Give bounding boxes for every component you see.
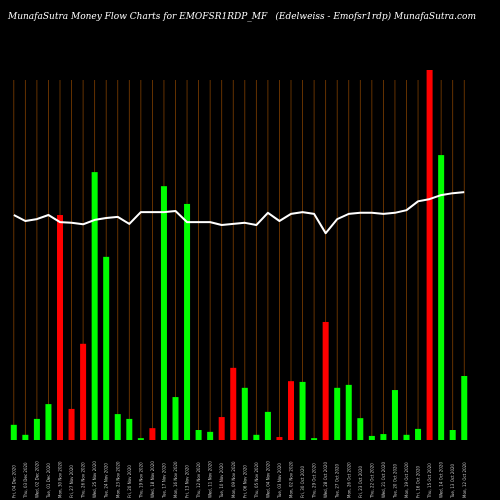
x-tick-label: Tue, 13 Oct 2020 bbox=[450, 463, 455, 499]
x-tick-label: Wed, 18 Nov 2020 bbox=[150, 461, 155, 498]
money-flow-bar bbox=[195, 430, 202, 440]
money-flow-bar bbox=[415, 428, 422, 440]
x-tick-label: Fri, 23 Oct 2020 bbox=[358, 466, 363, 498]
x-tick-label: Fri, 20 Nov 2020 bbox=[127, 465, 132, 498]
money-flow-bar bbox=[114, 414, 121, 440]
x-tick-label: Thu, 05 Nov 2020 bbox=[254, 462, 259, 499]
x-tick-label: Fri, 04 Dec 2020 bbox=[11, 465, 16, 498]
money-flow-bar bbox=[403, 434, 410, 440]
money-flow-bar bbox=[426, 70, 433, 440]
money-flow-bar bbox=[230, 367, 237, 440]
money-flow-bar bbox=[311, 438, 318, 440]
x-tick-label: Fri, 27 Nov 2020 bbox=[69, 465, 74, 498]
money-flow-bar bbox=[345, 384, 352, 440]
money-flow-bar bbox=[172, 397, 179, 440]
x-tick-label: Thu, 22 Oct 2020 bbox=[369, 463, 374, 499]
money-flow-bar bbox=[218, 417, 225, 440]
money-flow-bar bbox=[149, 428, 156, 440]
x-tick-label: Wed, 28 Oct 2020 bbox=[323, 462, 328, 498]
chart-subtitle: (Edelweiss - Emofsr1rdp) MunafaSutra.com bbox=[275, 12, 476, 22]
money-flow-bar bbox=[103, 256, 110, 440]
x-tick-label: Mon, 16 Nov 2020 bbox=[173, 461, 178, 498]
x-tick-label: Thu, 26 Nov 2020 bbox=[81, 462, 86, 499]
money-flow-bar bbox=[57, 215, 63, 440]
x-tick-label: Tue, 17 Nov 2020 bbox=[161, 463, 166, 499]
x-tick-label: Thu, 29 Oct 2020 bbox=[312, 463, 317, 499]
x-tick-label: Tue, 10 Nov 2020 bbox=[219, 463, 224, 499]
money-flow-bar bbox=[288, 381, 294, 440]
x-tick-label: Fri, 13 Nov 2020 bbox=[185, 465, 190, 498]
x-tick-label: Mon, 23 Nov 2020 bbox=[115, 461, 120, 498]
money-flow-bar bbox=[334, 387, 341, 440]
x-tick-label: Wed, 14 Oct 2020 bbox=[439, 462, 444, 498]
money-flow-bar bbox=[299, 381, 306, 440]
money-flow-bar bbox=[68, 408, 75, 440]
x-tick-label: Mon, 12 Oct 2020 bbox=[462, 462, 467, 498]
money-flow-bar bbox=[160, 186, 167, 440]
x-tick-label: Thu, 03 Dec 2020 bbox=[23, 462, 28, 499]
money-flow-bar bbox=[184, 203, 191, 440]
money-flow-bar bbox=[10, 424, 17, 440]
x-tick-label: Thu, 15 Oct 2020 bbox=[427, 463, 432, 499]
money-flow-bar bbox=[22, 434, 29, 440]
bars bbox=[10, 70, 468, 440]
x-tick-labels: Fri, 04 Dec 2020 Thu, 03 Dec 2020 Wed, 02 … bbox=[11, 461, 466, 499]
money-flow-bar bbox=[461, 375, 468, 440]
x-tick-label: Fri, 30 Oct 2020 bbox=[300, 466, 305, 498]
money-flow-bar bbox=[438, 155, 445, 440]
x-tick-label: Tue, 20 Oct 2020 bbox=[392, 463, 397, 499]
money-flow-line-layer bbox=[13, 191, 465, 235]
money-flow-bar bbox=[241, 387, 248, 440]
x-tick-label: Thu, 19 Nov 2020 bbox=[138, 462, 143, 499]
x-tick-label: Wed, 02 Dec 2020 bbox=[34, 461, 39, 498]
x-tick-label: Tue, 27 Oct 2020 bbox=[335, 463, 340, 499]
money-flow-bar bbox=[276, 437, 283, 440]
money-flow-bar bbox=[449, 430, 456, 440]
money-flow-line bbox=[13, 191, 465, 235]
money-flow-bar bbox=[33, 418, 40, 440]
money-flow-bar bbox=[45, 404, 52, 440]
money-flow-bar bbox=[368, 435, 375, 440]
x-tick-label: Thu, 12 Nov 2020 bbox=[196, 462, 201, 499]
money-flow-bar bbox=[380, 434, 387, 440]
x-tick-label: Tue, 01 Dec 2020 bbox=[46, 463, 51, 499]
x-tick-label: Mon, 26 Oct 2020 bbox=[346, 462, 351, 498]
chart-title: MunafaSutra Money Flow Charts for EMOFSR… bbox=[8, 12, 268, 22]
x-tick-label: Wed, 11 Nov 2020 bbox=[208, 461, 213, 498]
money-flow-bar bbox=[253, 434, 260, 440]
money-flow-bar bbox=[80, 343, 87, 440]
x-tick-label: Mon, 19 Oct 2020 bbox=[404, 462, 409, 498]
money-flow-bar bbox=[91, 172, 98, 440]
x-tick-label: Mon, 02 Nov 2020 bbox=[289, 461, 294, 498]
money-flow-bar bbox=[357, 418, 364, 440]
x-tick-label: Wed, 21 Oct 2020 bbox=[381, 462, 386, 498]
x-tick-label: Fri, 16 Oct 2020 bbox=[416, 466, 421, 498]
money-flow-bar bbox=[126, 418, 133, 440]
money-flow-bar bbox=[264, 411, 271, 440]
money-flow-bar bbox=[137, 438, 144, 440]
x-tick-label: Mon, 30 Nov 2020 bbox=[58, 461, 63, 498]
x-tick-label: Mon, 09 Nov 2020 bbox=[231, 461, 236, 498]
money-flow-bar bbox=[207, 431, 214, 440]
money-flow-bar bbox=[322, 321, 329, 440]
x-tick-label: Tue, 24 Nov 2020 bbox=[104, 463, 109, 499]
x-tick-label: Wed, 25 Nov 2020 bbox=[92, 461, 97, 498]
x-tick-label: Tue, 03 Nov 2020 bbox=[277, 463, 282, 499]
money-flow-bar bbox=[391, 390, 398, 440]
x-tick-label: Wed, 04 Nov 2020 bbox=[265, 461, 270, 498]
x-tick-label: Fri, 06 Nov 2020 bbox=[242, 465, 247, 498]
